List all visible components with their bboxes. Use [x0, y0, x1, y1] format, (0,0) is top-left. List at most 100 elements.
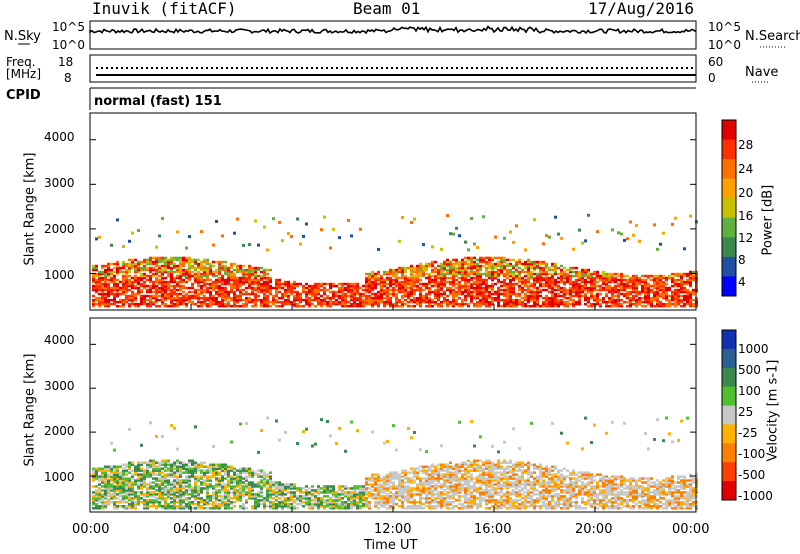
heatmap-cell [563, 294, 566, 298]
heatmap-cell [95, 477, 98, 480]
heatmap-cell [233, 286, 236, 290]
heatmap-cell [245, 302, 248, 306]
heatmap-cell [665, 278, 668, 282]
heatmap-cell [182, 461, 185, 464]
heatmap-cell [158, 298, 161, 302]
heatmap-cell [137, 491, 140, 494]
heatmap-cell [344, 491, 347, 494]
heatmap-cell [155, 264, 158, 268]
heatmap-cell [329, 286, 332, 290]
heatmap-cell [443, 469, 446, 472]
heatmap-cell [467, 302, 470, 306]
heatmap-cell [152, 505, 155, 508]
heatmap-cell [164, 256, 167, 260]
heatmap-cell [137, 461, 140, 464]
heatmap-cell [425, 465, 428, 468]
heatmap-cell [674, 280, 677, 284]
heatmap-cell [452, 485, 455, 488]
heatmap-cell [629, 276, 632, 280]
heatmap-cell [473, 256, 476, 260]
heatmap-cell [188, 294, 191, 298]
heatmap-cell [260, 288, 263, 292]
heatmap-cell [311, 499, 314, 502]
heatmap-cell [524, 284, 527, 288]
heatmap-cell [593, 272, 596, 276]
heatmap-cell [98, 270, 101, 274]
heatmap-cell [494, 256, 497, 260]
heatmap-cell [275, 304, 278, 308]
heatmap-cell [323, 302, 326, 306]
heatmap-cell [206, 302, 209, 306]
heatmap-cell [101, 266, 104, 270]
heatmap-cell [410, 471, 413, 474]
heatmap-cell [386, 475, 389, 478]
heatmap-cell [563, 300, 566, 304]
heatmap-cell [98, 479, 101, 482]
heatmap-cell [137, 479, 140, 482]
heatmap-cell [623, 284, 626, 288]
heatmap-cell [200, 274, 203, 278]
heatmap-cell [419, 278, 422, 282]
heatmap-cell [236, 493, 239, 496]
heatmap-cell [137, 292, 140, 296]
heatmap-cell [92, 298, 95, 302]
heatmap-cell [629, 284, 632, 288]
heatmap-cell [407, 296, 410, 300]
heatmap-cell [572, 266, 575, 270]
heatmap-cell [98, 235, 101, 239]
heatmap-cell [260, 475, 263, 478]
heatmap-cell [392, 294, 395, 298]
heatmap-cell [266, 248, 269, 252]
heatmap-cell [155, 483, 158, 486]
heatmap-cell [446, 262, 449, 266]
heatmap-cell [512, 290, 515, 294]
heatmap-cell [218, 300, 221, 304]
heatmap-cell [455, 266, 458, 270]
heatmap-cell [428, 477, 431, 480]
heatmap-cell [122, 491, 125, 494]
heatmap-cell [536, 294, 539, 298]
heatmap-cell [389, 296, 392, 300]
heatmap-cell [212, 298, 215, 302]
heatmap-cell [239, 422, 242, 426]
heatmap-cell [476, 302, 479, 306]
heatmap-cell [338, 493, 341, 496]
heatmap-cell [188, 501, 191, 504]
heatmap-cell [239, 485, 242, 488]
heatmap-cell [413, 290, 416, 294]
heatmap-cell [575, 292, 578, 296]
heatmap-cell [170, 497, 173, 500]
heatmap-cell [452, 465, 455, 468]
heatmap-cell [608, 300, 611, 304]
heatmap-cell [155, 507, 158, 510]
heatmap-cell [341, 290, 344, 294]
heatmap-cell [476, 272, 479, 276]
heatmap-cell [242, 274, 245, 278]
heatmap-cell [653, 278, 656, 282]
heatmap-cell [668, 288, 671, 292]
heatmap-cell [368, 290, 371, 294]
heatmap-cell [614, 290, 617, 294]
heatmap-cell [287, 282, 290, 286]
heatmap-cell [206, 270, 209, 274]
heatmap-cell [194, 485, 197, 488]
heatmap-cell [176, 300, 179, 304]
heatmap-cell [635, 282, 638, 286]
heatmap-cell [152, 465, 155, 468]
heatmap-cell [110, 477, 113, 480]
heatmap-cell [119, 493, 122, 496]
heatmap-cell [380, 505, 383, 508]
heatmap-cell [410, 290, 413, 294]
heatmap-cell [143, 485, 146, 488]
heatmap-cell [416, 278, 419, 282]
heatmap-cell [239, 481, 242, 484]
heatmap-cell [422, 270, 425, 274]
heatmap-cell [347, 495, 350, 498]
heatmap-cell [92, 286, 95, 290]
heatmap-cell [287, 284, 290, 288]
heatmap-cell [659, 274, 662, 278]
heatmap-cell [458, 262, 461, 266]
heatmap-cell [185, 294, 188, 298]
heatmap-cell [359, 499, 362, 502]
heatmap-cell [449, 276, 452, 280]
